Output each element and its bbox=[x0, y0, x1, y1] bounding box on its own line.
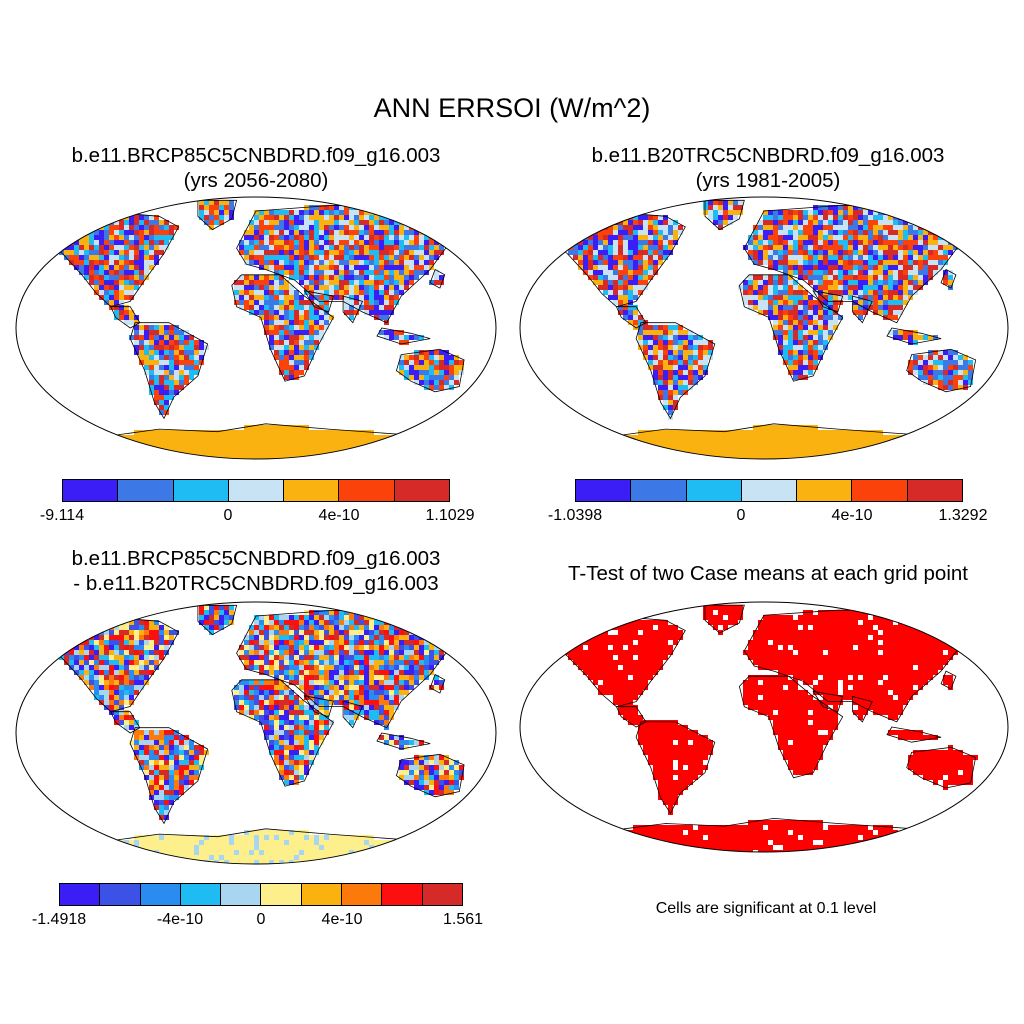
colorbar-swatch bbox=[301, 884, 343, 905]
colorbar-swatch bbox=[422, 884, 462, 905]
panel1-tick-pos: 4e-10 bbox=[318, 507, 360, 524]
panel2-tick-zero: 0 bbox=[736, 507, 746, 524]
colorbar-swatch bbox=[797, 480, 853, 501]
panel4-map bbox=[519, 601, 1009, 853]
colorbar-swatch bbox=[576, 480, 632, 501]
colorbar-swatch bbox=[140, 884, 181, 905]
panel3-tick-zero: 0 bbox=[256, 911, 266, 928]
panel2-colorbar bbox=[575, 479, 963, 502]
colorbar-swatch bbox=[221, 884, 262, 905]
colorbar-swatch bbox=[63, 480, 119, 501]
colorbar-swatch bbox=[382, 884, 423, 905]
colorbar-swatch bbox=[686, 480, 742, 501]
colorbar-swatch bbox=[339, 480, 395, 501]
colorbar-swatch bbox=[342, 884, 383, 905]
panel2-tick-min: -1.0398 bbox=[547, 507, 603, 524]
panel1-tick-min: -9.114 bbox=[39, 507, 85, 524]
figure-title: ANN ERRSOI (W/m^2) bbox=[373, 93, 651, 123]
panel3-map bbox=[15, 601, 497, 865]
panel3-title-line2: - b.e11.B20TRC5CNBDRD.f09_g16.003 bbox=[73, 572, 439, 595]
colorbar-swatch bbox=[852, 480, 908, 501]
panel2-tick-max: 1.3292 bbox=[938, 507, 988, 524]
colorbar-swatch bbox=[228, 480, 285, 501]
colorbar-swatch bbox=[284, 480, 340, 501]
panel1-map bbox=[15, 196, 497, 460]
colorbar-swatch bbox=[118, 480, 174, 501]
significance-note: Cells are significant at 0.1 level bbox=[655, 900, 877, 917]
colorbar-swatch bbox=[394, 480, 449, 501]
colorbar-swatch bbox=[261, 884, 302, 905]
panel1-colorbar bbox=[62, 479, 450, 502]
panel2-title-line2: (yrs 1981-2005) bbox=[695, 169, 841, 192]
colorbar-swatch bbox=[100, 884, 141, 905]
panel3-tick-neg: -4e-10 bbox=[156, 911, 204, 928]
panel3-tick-min: -1.4918 bbox=[31, 911, 87, 928]
panel2-tick-pos: 4e-10 bbox=[831, 507, 873, 524]
panel1-tick-max: 1.1029 bbox=[425, 507, 475, 524]
colorbar-swatch bbox=[907, 480, 962, 501]
panel3-tick-max: 1.561 bbox=[442, 911, 484, 928]
panel4-title: T-Test of two Case means at each grid po… bbox=[568, 562, 968, 585]
colorbar-swatch bbox=[60, 884, 101, 905]
panel3-tick-pos: 4e-10 bbox=[321, 911, 363, 928]
panel1-title-line2: (yrs 2056-2080) bbox=[183, 169, 329, 192]
colorbar-swatch bbox=[741, 480, 798, 501]
colorbar-swatch bbox=[631, 480, 687, 501]
panel3-title-line1: b.e11.BRCP85C5CNBDRD.f09_g16.003 bbox=[71, 547, 441, 570]
colorbar-swatch bbox=[180, 884, 222, 905]
colorbar-swatch bbox=[173, 480, 229, 501]
panel2-map bbox=[519, 196, 1009, 460]
panel1-title-line1: b.e11.BRCP85C5CNBDRD.f09_g16.003 bbox=[71, 144, 441, 167]
panel1-tick-zero: 0 bbox=[223, 507, 233, 524]
panel3-colorbar bbox=[59, 883, 463, 906]
panel2-title-line1: b.e11.B20TRC5CNBDRD.f09_g16.003 bbox=[591, 144, 945, 167]
